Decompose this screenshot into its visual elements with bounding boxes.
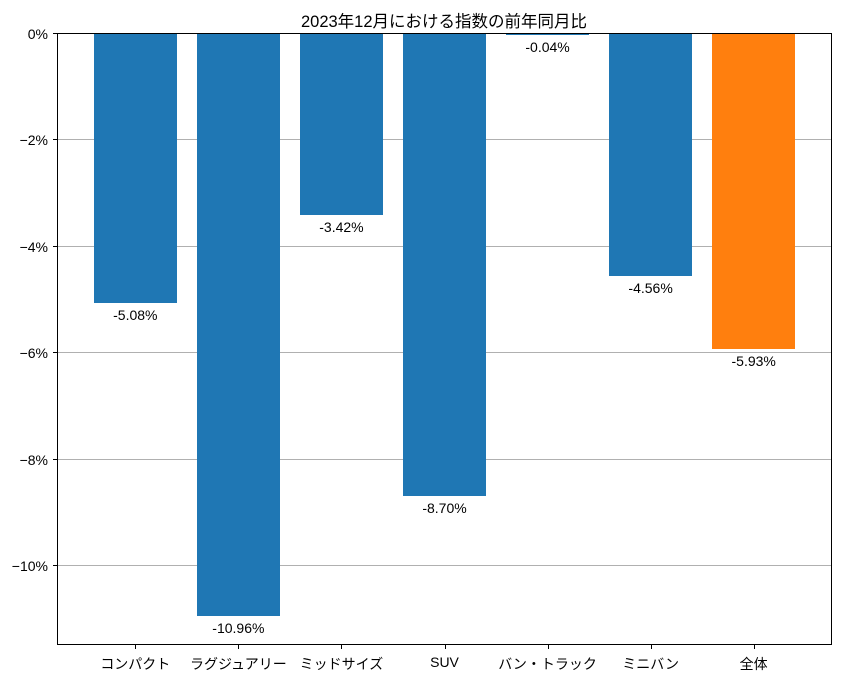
x-tick-label: バン・トラック bbox=[498, 656, 597, 672]
bar-value-label: -5.08% bbox=[113, 307, 158, 324]
y-tick-label: 0% bbox=[27, 25, 48, 42]
x-tick-mark bbox=[547, 645, 549, 649]
bar-value-label: -8.70% bbox=[422, 499, 467, 516]
y-tick-mark bbox=[53, 352, 57, 353]
bar bbox=[712, 33, 795, 349]
x-tick-label: ミッドサイズ bbox=[299, 656, 384, 672]
y-tick-mark bbox=[53, 565, 57, 566]
bar bbox=[609, 33, 692, 276]
y-tick-label: −8% bbox=[19, 451, 48, 468]
y-tick-mark bbox=[53, 139, 57, 140]
x-tick-mark bbox=[135, 645, 137, 649]
y-tick-mark bbox=[53, 459, 57, 460]
gridline bbox=[58, 565, 831, 566]
bar-value-label: -4.56% bbox=[628, 279, 673, 296]
x-tick-label: 全体 bbox=[739, 656, 768, 672]
bar bbox=[94, 33, 177, 304]
y-tick-mark bbox=[53, 246, 57, 247]
x-tick-mark bbox=[753, 645, 755, 649]
bar bbox=[300, 33, 383, 215]
bar bbox=[403, 33, 486, 496]
bar-value-label: -3.42% bbox=[319, 219, 364, 235]
x-tick-mark bbox=[238, 645, 240, 649]
x-tick-label: SUV bbox=[430, 654, 459, 670]
x-tick-label: ラグジュアリー bbox=[190, 656, 287, 672]
x-tick-label: コンパクト bbox=[100, 656, 171, 672]
chart-title: 2023年12月における指数の前年同月比 bbox=[300, 13, 588, 31]
y-tick-label: −10% bbox=[11, 557, 48, 574]
bar-value-label: -5.93% bbox=[731, 352, 776, 369]
bar bbox=[197, 33, 280, 617]
y-tick-label: −2% bbox=[19, 131, 48, 148]
bar bbox=[506, 33, 589, 36]
x-tick-label: ミニバン bbox=[622, 656, 679, 672]
y-tick-mark bbox=[53, 33, 57, 34]
x-tick-mark bbox=[650, 645, 652, 649]
x-tick-mark bbox=[341, 645, 343, 649]
y-tick-label: −4% bbox=[19, 238, 48, 255]
y-tick-label: −6% bbox=[19, 344, 48, 361]
bar-value-label: -0.04% bbox=[525, 39, 570, 56]
bar-value-label: -10.96% bbox=[212, 620, 265, 637]
x-tick-mark bbox=[444, 645, 446, 649]
